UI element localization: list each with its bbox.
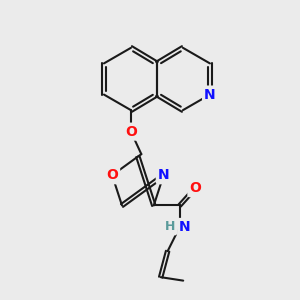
Text: N: N xyxy=(158,168,170,182)
Text: N: N xyxy=(179,220,191,234)
Text: O: O xyxy=(106,168,118,182)
Text: O: O xyxy=(189,181,201,195)
Text: H: H xyxy=(165,220,175,233)
Text: N: N xyxy=(204,88,216,102)
Text: O: O xyxy=(125,124,137,139)
